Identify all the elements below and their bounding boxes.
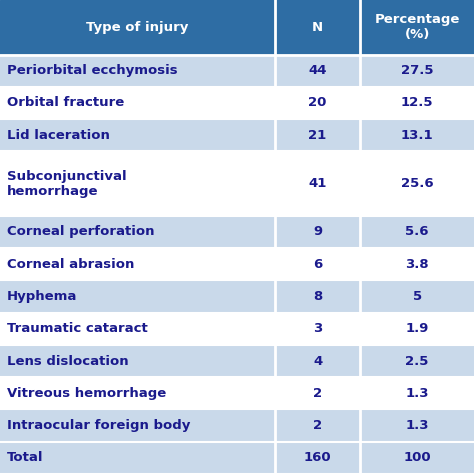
Text: Total: Total	[7, 451, 44, 465]
Bar	[0, 410, 474, 442]
Text: 3.8: 3.8	[405, 258, 429, 271]
Text: 13.1: 13.1	[401, 128, 433, 142]
Text: 2.5: 2.5	[405, 355, 429, 367]
Bar	[0, 281, 474, 313]
Text: 21: 21	[309, 128, 327, 142]
Bar	[0, 119, 474, 151]
Text: Periorbital ecchymosis: Periorbital ecchymosis	[7, 64, 178, 77]
Bar	[0, 313, 474, 345]
Text: 2: 2	[313, 387, 322, 400]
Text: Lens dislocation: Lens dislocation	[7, 355, 129, 367]
Text: Percentage
(%): Percentage (%)	[374, 13, 460, 41]
Text: 20: 20	[309, 96, 327, 109]
Text: Type of injury: Type of injury	[86, 21, 189, 34]
Text: 160: 160	[304, 451, 331, 465]
Bar	[0, 345, 474, 377]
Text: Orbital fracture: Orbital fracture	[7, 96, 124, 109]
Text: N: N	[312, 21, 323, 34]
Text: 3: 3	[313, 322, 322, 335]
Text: 5: 5	[412, 290, 422, 303]
Text: 44: 44	[308, 64, 327, 77]
Text: Corneal abrasion: Corneal abrasion	[7, 258, 135, 271]
Text: 6: 6	[313, 258, 322, 271]
Text: 25.6: 25.6	[401, 177, 433, 190]
Bar	[0, 0, 474, 55]
Text: 5.6: 5.6	[405, 226, 429, 238]
Bar	[0, 216, 474, 248]
Text: 4: 4	[313, 355, 322, 367]
Bar	[0, 151, 474, 216]
Text: 27.5: 27.5	[401, 64, 433, 77]
Text: 9: 9	[313, 226, 322, 238]
Text: Hyphema: Hyphema	[7, 290, 77, 303]
Text: Intraocular foreign body: Intraocular foreign body	[7, 419, 191, 432]
Text: Lid laceration: Lid laceration	[7, 128, 110, 142]
Text: 12.5: 12.5	[401, 96, 433, 109]
Bar	[0, 87, 474, 119]
Bar	[0, 377, 474, 410]
Text: 1.9: 1.9	[405, 322, 429, 335]
Text: 8: 8	[313, 290, 322, 303]
Text: 2: 2	[313, 419, 322, 432]
Text: 100: 100	[403, 451, 431, 465]
Text: 1.3: 1.3	[405, 419, 429, 432]
Text: 41: 41	[309, 177, 327, 190]
Text: Traumatic cataract: Traumatic cataract	[7, 322, 148, 335]
Text: Vitreous hemorrhage: Vitreous hemorrhage	[7, 387, 166, 400]
Bar	[0, 55, 474, 87]
Text: Corneal perforation: Corneal perforation	[7, 226, 155, 238]
Bar	[0, 248, 474, 281]
Bar	[0, 442, 474, 474]
Text: Subconjunctival
hemorrhage: Subconjunctival hemorrhage	[7, 170, 127, 198]
Text: 1.3: 1.3	[405, 387, 429, 400]
